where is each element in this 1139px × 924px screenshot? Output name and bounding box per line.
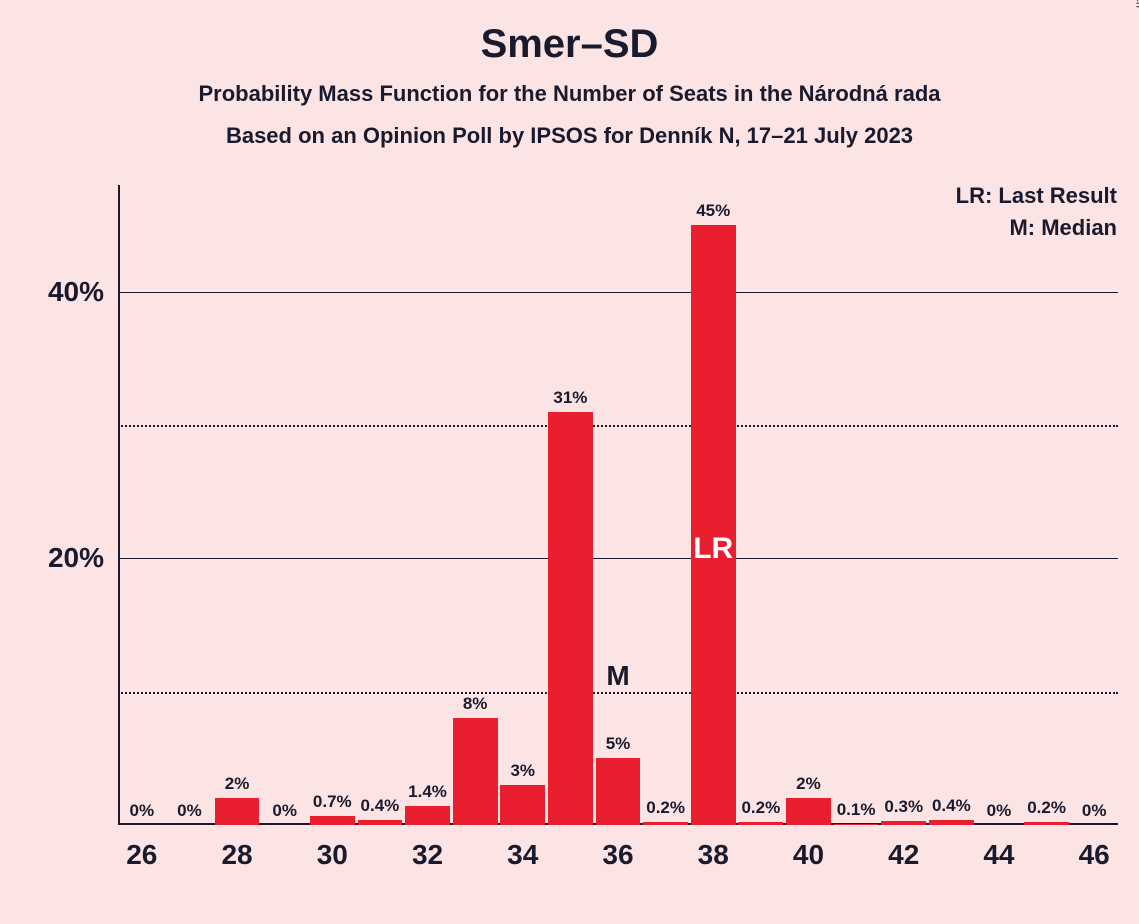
bar: 0.1% (834, 824, 879, 825)
x-tick-label: 38 (698, 825, 729, 871)
x-tick-label: 30 (317, 825, 348, 871)
bar-value-label: 2% (225, 774, 250, 798)
bar-value-label: 0.2% (741, 798, 780, 822)
bar-value-label: 0.2% (1027, 798, 1066, 822)
bar-value-label: 2% (796, 774, 821, 798)
median-marker: M (606, 660, 629, 692)
bar: 0.4% (358, 820, 403, 825)
bar-value-label: 45% (696, 201, 730, 225)
bar: 0.4% (929, 820, 974, 825)
bar: 2% (786, 798, 831, 825)
bar-value-label: 8% (463, 694, 488, 718)
bar-value-label: 3% (510, 761, 535, 785)
bar: 5% (596, 758, 641, 825)
bar: 2% (215, 798, 260, 825)
bar: 0.7% (310, 816, 355, 825)
gridline-minor (118, 692, 1118, 694)
x-tick-label: 26 (126, 825, 157, 871)
bar-value-label: 5% (606, 734, 631, 758)
bar-value-label: 0.4% (932, 796, 971, 820)
bar-value-label: 0.7% (313, 792, 352, 816)
gridline-minor (118, 425, 1118, 427)
x-tick-label: 28 (221, 825, 252, 871)
bar: 0.2% (738, 822, 783, 825)
bar-value-label: 0% (130, 801, 155, 825)
x-tick-label: 44 (983, 825, 1014, 871)
bar-value-label: 0.1% (837, 800, 876, 824)
chart-title: Smer–SD (0, 0, 1139, 67)
bar: 31% (548, 412, 593, 825)
bar: 0.2% (1024, 822, 1069, 825)
y-tick-label: 20% (48, 542, 118, 574)
bar-value-label: 31% (553, 388, 587, 412)
bar-value-label: 0% (987, 801, 1012, 825)
x-tick-label: 42 (888, 825, 919, 871)
y-axis (118, 185, 120, 825)
bar-value-label: 0% (272, 801, 297, 825)
x-tick-label: 36 (602, 825, 633, 871)
bar-value-label: 0.3% (884, 797, 923, 821)
x-tick-label: 40 (793, 825, 824, 871)
chart-subtitle-1: Probability Mass Function for the Number… (0, 81, 1139, 107)
bar-value-label: 0.4% (361, 796, 400, 820)
bar-value-label: 1.4% (408, 782, 447, 806)
gridline-major (118, 292, 1118, 293)
bar: 45%LR (691, 225, 736, 825)
bar: 1.4% (405, 806, 450, 825)
y-tick-label: 40% (48, 276, 118, 308)
chart-subtitle-2: Based on an Opinion Poll by IPSOS for De… (0, 123, 1139, 149)
bar: 3% (500, 785, 545, 825)
lr-marker: LR (693, 532, 733, 566)
bar: 8% (453, 718, 498, 825)
chart-plot-area: 20%40%0%0%2%0%0.7%0.4%1.4%8%3%31%5%M0.2%… (118, 185, 1118, 825)
x-tick-label: 32 (412, 825, 443, 871)
x-tick-label: 34 (507, 825, 538, 871)
gridline-major (118, 558, 1118, 559)
bar-value-label: 0.2% (646, 798, 685, 822)
bar-value-label: 0% (177, 801, 202, 825)
x-tick-label: 46 (1079, 825, 1110, 871)
copyright-text: © 2023 Filip van Laenen (1133, 0, 1139, 8)
bar-value-label: 0% (1082, 801, 1107, 825)
bar: 0.2% (643, 822, 688, 825)
